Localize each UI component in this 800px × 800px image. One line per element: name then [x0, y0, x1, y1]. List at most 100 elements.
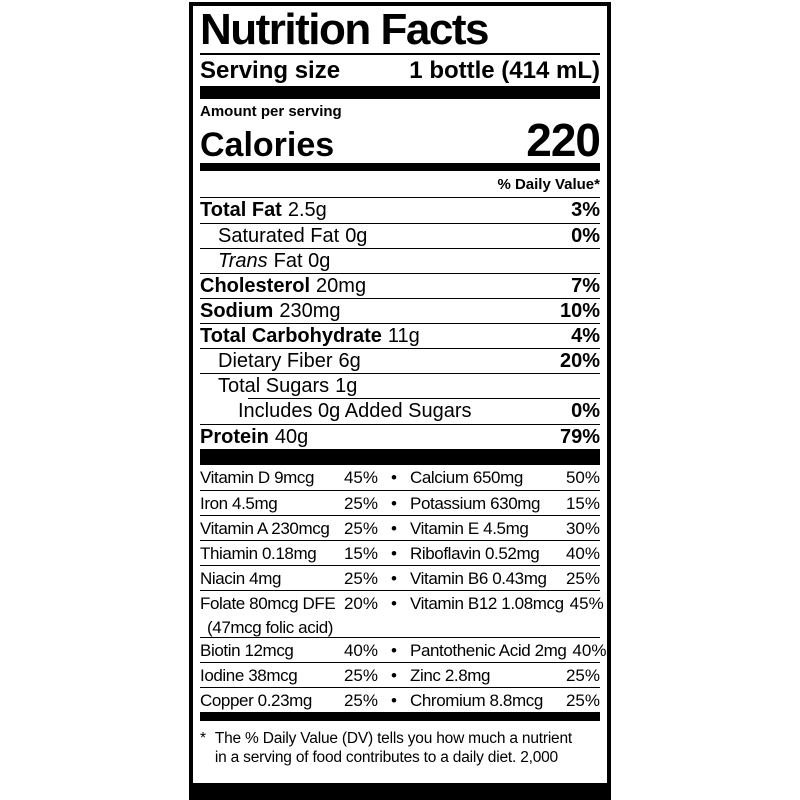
vitamin-right-name: Riboflavin 0.52mg — [410, 544, 540, 563]
nutrient-name: Total Sugars — [218, 375, 330, 397]
bullet-separator: • — [391, 494, 397, 513]
vitamin-right-dv: 40% — [565, 544, 600, 563]
nutrient-row-cholesterol: Cholesterol 20mg 7% — [200, 273, 600, 298]
vitamin-left-dv: 20% — [343, 594, 378, 613]
nutrient-row-protein: Protein 40g 79% — [200, 424, 600, 449]
footnote-asterisk: * — [200, 730, 206, 747]
vitamin-right-dv: 30% — [565, 519, 600, 538]
vitamin-right-dv: 15% — [565, 494, 600, 513]
nutrient-dv: 20% — [559, 350, 600, 372]
vitamin-left-name-line1: Folate 80mcg DFE — [200, 594, 336, 613]
vitamin-row-niacin-b6: Niacin 4mg 25% • Vitamin B6 0.43mg 25% — [200, 565, 600, 590]
vitamin-row-folate-b12: Folate 80mcg DFE (47mcg folic acid) 20% … — [200, 590, 604, 640]
nutrient-name: Total Carbohydrate — [200, 325, 382, 347]
nutrient-row-total-fat: Total Fat 2.5g 3% — [200, 198, 600, 223]
serving-size-value: 1 bottle (414 mL) — [409, 57, 600, 84]
medium-bar — [200, 163, 600, 171]
nutrient-row-trans-fat: Trans Fat 0g — [200, 248, 600, 273]
thick-bar — [200, 449, 600, 465]
bullet-separator: • — [391, 594, 397, 613]
vitamin-right-name: Vitamin E 4.5mg — [410, 519, 529, 538]
nutrient-row-sodium: Sodium 230mg 10% — [200, 298, 600, 323]
nutrient-row-dietary-fiber: Dietary Fiber 6g 20% — [200, 348, 600, 373]
nutrient-dv: 0% — [571, 400, 600, 422]
vitamin-right-name: Calcium 650mg — [410, 468, 523, 487]
nutrient-amount: 230mg — [279, 300, 341, 322]
nutrient-name: Includes 0g Added Sugars — [238, 400, 472, 422]
vitamin-row-biotin-pantothenic: Biotin 12mcg 40% • Pantothenic Acid 2mg … — [200, 637, 606, 662]
thick-bar — [200, 712, 600, 721]
amount-per-serving: Amount per serving — [200, 103, 342, 120]
vitamin-right-name: Chromium 8.8mcg — [410, 691, 543, 710]
vitamin-row-copper-chromium: Copper 0.23mg 25% • Chromium 8.8mcg 25% — [200, 687, 600, 712]
nutrient-name: Dietary Fiber — [218, 350, 333, 372]
nutrient-amount: 40g — [274, 426, 309, 448]
footnote-text: The % Daily Value (DV) tells you how muc… — [215, 729, 572, 767]
vitamin-left-dv: 25% — [343, 569, 378, 588]
vitamin-left-dv: 25% — [343, 519, 378, 538]
vitamin-left-dv: 25% — [343, 494, 378, 513]
nutrient-dv: 79% — [559, 426, 600, 448]
nutrient-dv: 7% — [571, 275, 600, 297]
vitamin-right-dv: 40% — [572, 641, 607, 660]
bottom-bar — [193, 783, 607, 796]
vitamin-row-a-e: Vitamin A 230mcg 25% • Vitamin E 4.5mg 3… — [200, 515, 600, 540]
vitamin-left-dv: 15% — [343, 544, 378, 563]
nutrient-name: Cholesterol — [200, 275, 311, 297]
nutrient-amount: 11g — [387, 325, 420, 347]
vitamin-left-name: Vitamin A 230mcg — [200, 519, 330, 538]
thick-bar — [200, 86, 600, 99]
vitamin-right-dv: 25% — [565, 666, 600, 685]
daily-value-footnote: * The % Daily Value (DV) tells you how m… — [200, 721, 600, 767]
nutrient-row-total-sugars: Total Sugars 1g — [200, 373, 600, 398]
nutrient-row-saturated-fat: Saturated Fat 0g 0% — [200, 223, 600, 248]
calories-value: 220 — [526, 114, 601, 166]
daily-value-header: % Daily Value* — [200, 171, 600, 198]
title-divider — [200, 53, 600, 55]
vitamin-left-name: Thiamin 0.18mg — [200, 544, 317, 563]
bullet-separator: • — [391, 468, 397, 487]
vitamin-right-name: Zinc 2.8mg — [410, 666, 491, 685]
vitamin-row-iodine-zinc: Iodine 38mcg 25% • Zinc 2.8mg 25% — [200, 662, 600, 687]
bullet-separator: • — [391, 569, 397, 588]
nutrient-row-total-carbohydrate: Total Carbohydrate 11g 4% — [200, 323, 600, 348]
vitamin-left-dv: 25% — [343, 691, 378, 710]
nutrient-row-added-sugars: Includes 0g Added Sugars 0% — [200, 398, 600, 424]
vitamin-right-name: Vitamin B12 1.08mcg — [410, 594, 564, 613]
bullet-separator: • — [391, 641, 397, 660]
vitamin-right-dv: 25% — [565, 691, 600, 710]
serving-size-row: Serving size 1 bottle (414 mL) — [200, 55, 600, 86]
vitamin-right-name: Pantothenic Acid 2mg — [410, 641, 567, 660]
vitamin-left-name: Folate 80mcg DFE (47mcg folic acid) — [200, 592, 342, 640]
vitamin-right-dv: 25% — [565, 569, 600, 588]
vitamin-left-name: Biotin 12mcg — [200, 641, 294, 660]
calories-label: Calories — [200, 126, 335, 164]
nutrient-amount: 0g — [345, 225, 368, 247]
vitamin-left-dv: 25% — [343, 666, 378, 685]
vitamin-left-name: Iron 4.5mg — [200, 494, 278, 513]
nutrient-amount: 20mg — [316, 275, 367, 297]
nutrient-amount: 1g — [335, 375, 358, 397]
vitamin-left-dv: 45% — [343, 468, 378, 487]
vitamin-left-name: Vitamin D 9mcg — [200, 468, 315, 487]
bullet-separator: • — [391, 666, 397, 685]
nutrient-dv: 0% — [571, 225, 600, 247]
vitamin-left-name: Niacin 4mg — [200, 569, 282, 588]
bullet-separator: • — [391, 544, 397, 563]
nutrient-dv: 10% — [559, 300, 600, 322]
vitamin-right-name: Vitamin B6 0.43mg — [410, 569, 547, 588]
bullet-separator: • — [391, 519, 397, 538]
vitamin-right-name: Potassium 630mg — [410, 494, 541, 513]
nutrient-amount: 2.5g — [287, 199, 327, 221]
vitamin-row-d-calcium: Vitamin D 9mcg 45% • Calcium 650mg 50% — [200, 465, 600, 490]
bullet-separator: • — [391, 691, 397, 710]
footnote-line1: The % Daily Value (DV) tells you how muc… — [214, 730, 573, 747]
vitamin-right-dv: 45% — [569, 594, 604, 613]
nutrient-name: Sodium — [200, 300, 274, 322]
nutrient-name: Total Fat — [200, 199, 282, 221]
nutrition-facts-label: Nutrition Facts Serving size 1 bottle (4… — [189, 2, 611, 800]
vitamin-left-name-note: (47mcg folic acid) — [207, 618, 334, 637]
footnote-line2: in a serving of food contributes to a da… — [214, 749, 558, 766]
vitamin-left-name: Copper 0.23mg — [200, 691, 312, 710]
nutrient-name: Trans — [218, 250, 268, 272]
